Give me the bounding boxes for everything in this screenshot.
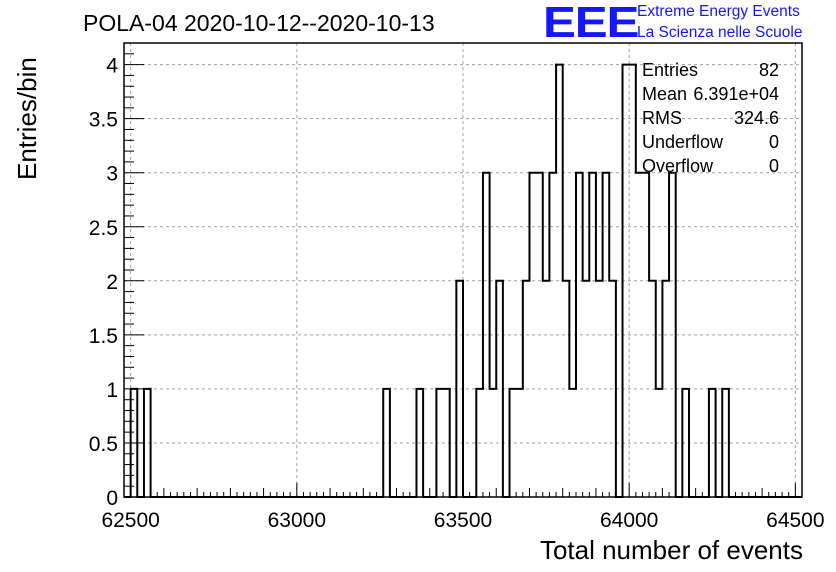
- histogram-bin: [669, 173, 676, 497]
- histogram-bin: [456, 281, 463, 497]
- histogram-bin: [563, 281, 570, 497]
- stats-row-entries: Entries 82: [639, 58, 782, 82]
- y-axis-ticks: 0 0.5 1 1.5 2 2.5 3 3.5 4: [89, 42, 144, 510]
- y-tick-label: 3.5: [89, 109, 118, 132]
- histogram-bin: [629, 65, 636, 497]
- histogram-bin: [656, 389, 663, 497]
- y-axis-label: Entries/bin: [12, 57, 42, 180]
- histogram-bin: [416, 389, 423, 497]
- histogram-bin: [483, 173, 490, 497]
- histogram-bin: [682, 389, 689, 497]
- stats-box: Entries 82 Mean 6.391e+04 RMS 324.6 Unde…: [639, 58, 782, 178]
- histogram-bin: [516, 389, 523, 497]
- histogram-bin: [383, 389, 390, 497]
- stats-row-mean: Mean 6.391e+04: [639, 82, 782, 106]
- stat-label: Underflow: [642, 132, 724, 152]
- histogram-bin: [523, 281, 530, 497]
- y-tick-label: 4: [106, 55, 118, 78]
- histogram-bin: [496, 281, 503, 497]
- stat-value: 0: [768, 156, 779, 176]
- x-tick-label: 63500: [434, 509, 492, 532]
- x-tick-label: 64000: [600, 509, 658, 532]
- histogram-series: [124, 63, 802, 498]
- histogram-bin: [649, 281, 656, 497]
- histogram-bin: [709, 389, 716, 497]
- y-tick-label: 2.5: [89, 217, 118, 240]
- y-tick-label: 0: [106, 487, 118, 510]
- stat-value: 6.391e+04: [693, 84, 779, 104]
- histogram-outline: [124, 63, 802, 498]
- histogram-bin: [476, 389, 483, 497]
- histogram-bin: [603, 173, 610, 497]
- histogram-bin: [662, 281, 669, 497]
- histogram-bin: [583, 281, 590, 497]
- histogram-bin: [490, 389, 497, 497]
- y-tick-label: 0.5: [89, 433, 118, 456]
- stat-value: 0: [768, 132, 779, 152]
- histogram-bin: [510, 389, 517, 497]
- stat-value: 82: [758, 60, 779, 80]
- stat-label: Overflow: [642, 156, 714, 176]
- x-axis-label: Total number of events: [539, 535, 803, 565]
- x-tick-label: 63000: [268, 509, 326, 532]
- eee-logo: EEE: [543, 0, 639, 47]
- y-tick-label: 3: [106, 163, 118, 186]
- histogram-bin: [543, 281, 550, 497]
- histogram-bin: [722, 389, 729, 497]
- x-tick-label: 64500: [766, 509, 824, 532]
- stat-label: Entries: [642, 60, 699, 80]
- histogram-bin: [642, 173, 649, 497]
- y-tick-label: 2: [106, 271, 118, 294]
- chart-title: POLA-04 2020-10-12--2020-10-13: [83, 10, 435, 36]
- histogram-bin: [529, 173, 536, 497]
- histogram-bin: [436, 389, 443, 497]
- histogram-bin: [549, 173, 556, 497]
- stat-label: RMS: [642, 108, 682, 128]
- histogram-bin: [569, 389, 576, 497]
- x-axis-ticks: 62500 63000 63500 64000 64500: [101, 483, 825, 532]
- histogram-bin: [609, 281, 616, 497]
- logo-line-2: La Scienza nelle Scuole: [637, 24, 803, 41]
- x-tick-label: 62500: [101, 509, 159, 532]
- histogram-bin: [536, 173, 543, 497]
- y-tick-label: 1: [106, 379, 118, 402]
- histogram-bin: [596, 281, 603, 497]
- histogram-bin: [556, 65, 563, 497]
- stat-value: 324.6: [733, 108, 779, 128]
- logo-line-1: Extreme Energy Events: [637, 3, 800, 20]
- histogram-bin: [576, 173, 583, 497]
- histogram-bin: [636, 173, 643, 497]
- histogram-bin: [443, 389, 450, 497]
- stats-row-rms: RMS 324.6: [639, 106, 782, 130]
- stats-row-overflow: Overflow 0: [639, 154, 782, 178]
- histogram-bin: [589, 173, 596, 497]
- histogram-bin: [623, 65, 630, 497]
- histogram-bin: [144, 389, 151, 497]
- stat-label: Mean: [642, 84, 688, 104]
- y-tick-label: 1.5: [89, 325, 118, 348]
- stats-row-underflow: Underflow 0: [639, 130, 782, 154]
